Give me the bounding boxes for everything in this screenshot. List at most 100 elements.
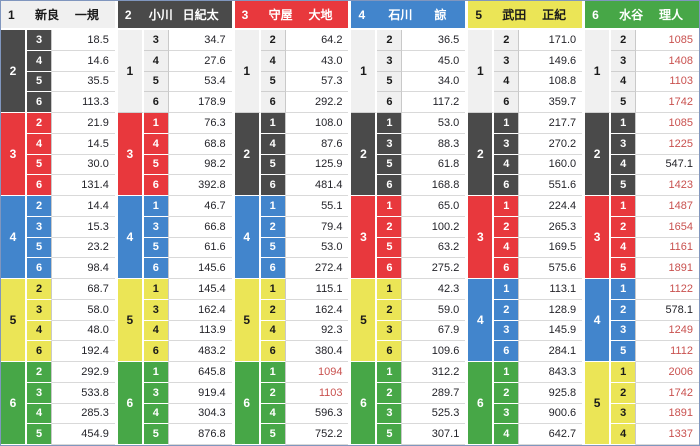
odds-value[interactable]: 1249 (636, 320, 699, 342)
odds-value[interactable]: 160.0 (519, 154, 583, 176)
odds-value[interactable]: 547.1 (636, 154, 699, 176)
odds-value[interactable]: 87.6 (285, 133, 349, 155)
odds-value[interactable]: 48.0 (52, 320, 115, 342)
odds-value[interactable]: 59.0 (402, 299, 466, 321)
odds-value[interactable]: 285.3 (52, 403, 115, 425)
odds-value[interactable]: 23.2 (52, 237, 115, 259)
odds-value[interactable]: 14.4 (52, 196, 115, 217)
odds-value[interactable]: 380.4 (285, 341, 349, 362)
odds-value[interactable]: 65.0 (402, 196, 466, 217)
odds-value[interactable]: 454.9 (52, 424, 115, 445)
odds-value[interactable]: 162.4 (285, 299, 349, 321)
odds-value[interactable]: 533.8 (52, 382, 115, 404)
odds-value[interactable]: 1487 (636, 196, 699, 217)
odds-value[interactable]: 162.4 (168, 299, 232, 321)
odds-value[interactable]: 57.3 (285, 71, 349, 93)
odds-value[interactable]: 596.3 (285, 403, 349, 425)
odds-value[interactable]: 34.7 (168, 30, 232, 51)
odds-value[interactable]: 125.9 (285, 154, 349, 176)
odds-value[interactable]: 169.5 (519, 237, 583, 259)
odds-value[interactable]: 1085 (636, 113, 699, 134)
odds-value[interactable]: 578.1 (636, 299, 699, 321)
odds-value[interactable]: 43.0 (285, 50, 349, 72)
odds-value[interactable]: 168.8 (402, 175, 466, 196)
odds-value[interactable]: 68.8 (168, 133, 232, 155)
odds-value[interactable]: 14.6 (52, 50, 115, 72)
odds-value[interactable]: 178.9 (168, 92, 232, 113)
odds-value[interactable]: 292.9 (52, 362, 115, 383)
odds-value[interactable]: 30.0 (52, 154, 115, 176)
odds-value[interactable]: 1408 (636, 50, 699, 72)
odds-value[interactable]: 289.7 (402, 382, 466, 404)
odds-value[interactable]: 312.2 (402, 362, 466, 383)
odds-value[interactable]: 67.9 (402, 320, 466, 342)
odds-value[interactable]: 1103 (285, 382, 349, 404)
odds-value[interactable]: 307.1 (402, 424, 466, 445)
odds-value[interactable]: 359.7 (519, 92, 583, 113)
odds-value[interactable]: 525.3 (402, 403, 466, 425)
odds-value[interactable]: 98.2 (168, 154, 232, 176)
odds-value[interactable]: 113.9 (168, 320, 232, 342)
odds-value[interactable]: 58.0 (52, 299, 115, 321)
odds-value[interactable]: 53.4 (168, 71, 232, 93)
odds-value[interactable]: 575.6 (519, 258, 583, 279)
odds-value[interactable]: 64.2 (285, 30, 349, 51)
odds-value[interactable]: 1742 (636, 92, 699, 113)
odds-value[interactable]: 1423 (636, 175, 699, 196)
odds-value[interactable]: 304.3 (168, 403, 232, 425)
odds-value[interactable]: 900.6 (519, 403, 583, 425)
odds-value[interactable]: 1891 (636, 258, 699, 279)
odds-value[interactable]: 128.9 (519, 299, 583, 321)
odds-value[interactable]: 392.8 (168, 175, 232, 196)
odds-value[interactable]: 27.6 (168, 50, 232, 72)
odds-value[interactable]: 113.3 (52, 92, 115, 113)
odds-value[interactable]: 1112 (636, 341, 699, 362)
odds-value[interactable]: 66.8 (168, 216, 232, 238)
odds-value[interactable]: 34.0 (402, 71, 466, 93)
odds-value[interactable]: 113.1 (519, 279, 583, 300)
odds-value[interactable]: 919.4 (168, 382, 232, 404)
odds-value[interactable]: 284.1 (519, 341, 583, 362)
odds-value[interactable]: 1103 (636, 71, 699, 93)
odds-value[interactable]: 192.4 (52, 341, 115, 362)
odds-value[interactable]: 2006 (636, 362, 699, 383)
odds-value[interactable]: 171.0 (519, 30, 583, 51)
odds-value[interactable]: 1161 (636, 237, 699, 259)
odds-value[interactable]: 292.2 (285, 92, 349, 113)
odds-value[interactable]: 36.5 (402, 30, 466, 51)
odds-value[interactable]: 145.4 (168, 279, 232, 300)
odds-value[interactable]: 88.3 (402, 133, 466, 155)
odds-value[interactable]: 53.0 (285, 237, 349, 259)
odds-value[interactable]: 224.4 (519, 196, 583, 217)
odds-value[interactable]: 55.1 (285, 196, 349, 217)
odds-value[interactable]: 1122 (636, 279, 699, 300)
odds-value[interactable]: 46.7 (168, 196, 232, 217)
odds-value[interactable]: 63.2 (402, 237, 466, 259)
odds-value[interactable]: 275.2 (402, 258, 466, 279)
odds-value[interactable]: 645.8 (168, 362, 232, 383)
odds-value[interactable]: 100.2 (402, 216, 466, 238)
odds-value[interactable]: 115.1 (285, 279, 349, 300)
odds-value[interactable]: 53.0 (402, 113, 466, 134)
odds-value[interactable]: 843.3 (519, 362, 583, 383)
odds-value[interactable]: 1742 (636, 382, 699, 404)
odds-value[interactable]: 14.5 (52, 133, 115, 155)
odds-value[interactable]: 1094 (285, 362, 349, 383)
odds-value[interactable]: 145.6 (168, 258, 232, 279)
odds-value[interactable]: 61.8 (402, 154, 466, 176)
odds-value[interactable]: 876.8 (168, 424, 232, 445)
odds-value[interactable]: 551.6 (519, 175, 583, 196)
odds-value[interactable]: 42.3 (402, 279, 466, 300)
odds-value[interactable]: 76.3 (168, 113, 232, 134)
odds-value[interactable]: 92.3 (285, 320, 349, 342)
odds-value[interactable]: 481.4 (285, 175, 349, 196)
odds-value[interactable]: 68.7 (52, 279, 115, 300)
odds-value[interactable]: 1085 (636, 30, 699, 51)
odds-value[interactable]: 45.0 (402, 50, 466, 72)
odds-value[interactable]: 109.6 (402, 341, 466, 362)
odds-value[interactable]: 15.3 (52, 216, 115, 238)
odds-value[interactable]: 752.2 (285, 424, 349, 445)
odds-value[interactable]: 1337 (636, 424, 699, 445)
odds-value[interactable]: 1225 (636, 133, 699, 155)
odds-value[interactable]: 35.5 (52, 71, 115, 93)
